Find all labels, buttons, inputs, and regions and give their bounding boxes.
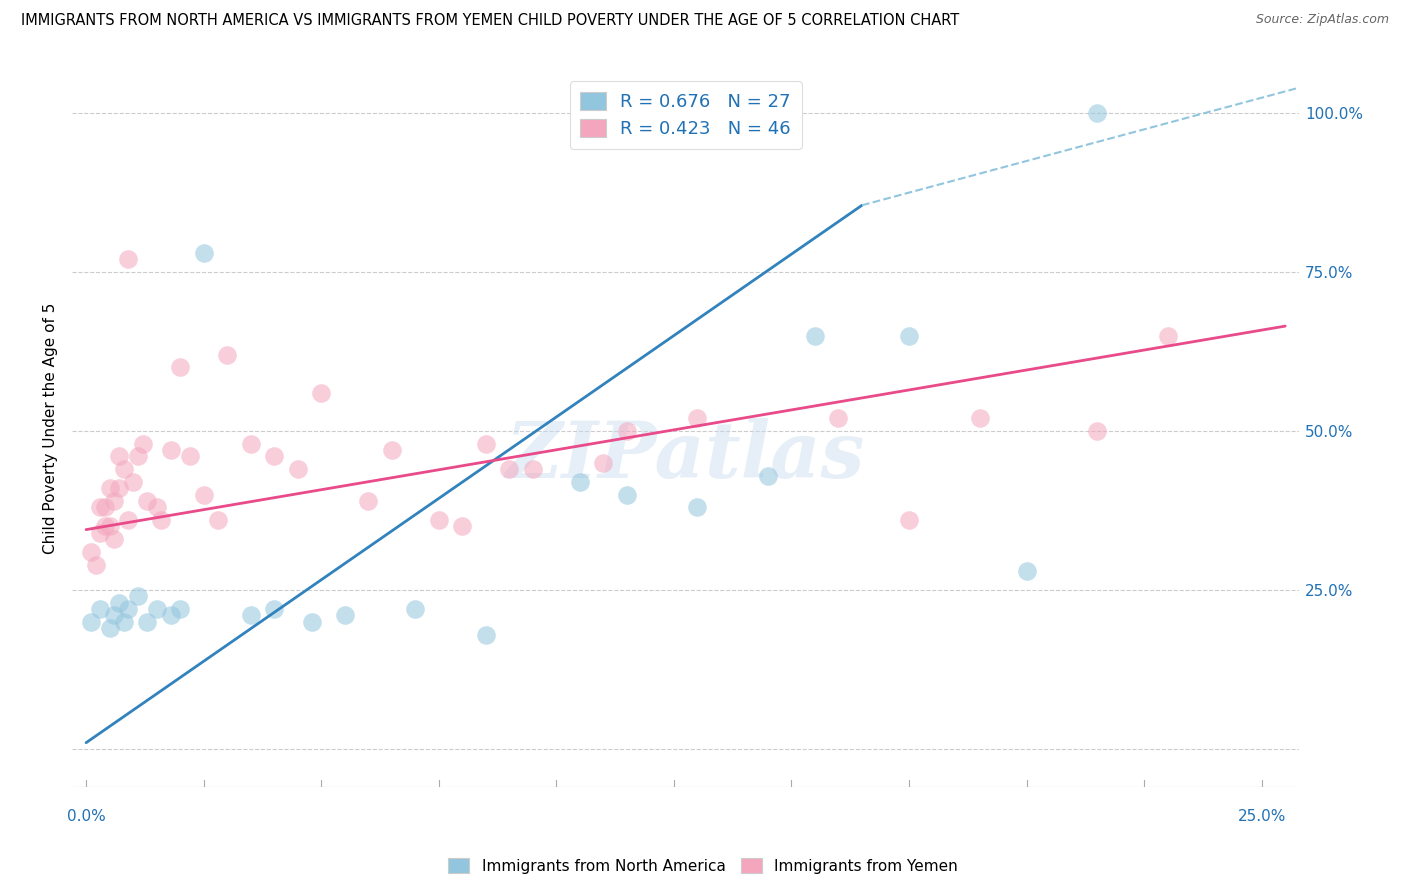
Point: [217, 348, 239, 362]
Point: [108, 450, 131, 464]
Point: [179, 450, 201, 464]
Point: [103, 532, 125, 546]
Point: [287, 462, 309, 476]
Point: [686, 411, 709, 425]
Point: [522, 462, 544, 476]
Point: [89, 525, 111, 540]
Y-axis label: Child Poverty Under the Age of 5: Child Poverty Under the Age of 5: [44, 302, 58, 554]
Point: [169, 360, 191, 375]
Point: [804, 328, 827, 343]
Point: [94, 500, 117, 515]
Legend: Immigrants from North America, Immigrants from Yemen: Immigrants from North America, Immigrant…: [441, 852, 965, 880]
Point: [117, 252, 139, 267]
Point: [127, 450, 149, 464]
Point: [112, 462, 135, 476]
Point: [498, 462, 520, 476]
Point: [756, 468, 779, 483]
Point: [309, 385, 332, 400]
Point: [1015, 564, 1038, 578]
Point: [381, 443, 404, 458]
Point: [136, 615, 159, 629]
Point: [404, 602, 426, 616]
Point: [150, 513, 173, 527]
Point: [98, 621, 121, 635]
Point: [117, 513, 139, 527]
Point: [89, 500, 111, 515]
Point: [89, 602, 111, 616]
Text: IMMIGRANTS FROM NORTH AMERICA VS IMMIGRANTS FROM YEMEN CHILD POVERTY UNDER THE A: IMMIGRANTS FROM NORTH AMERICA VS IMMIGRA…: [21, 13, 959, 29]
Point: [127, 590, 149, 604]
Point: [263, 450, 285, 464]
Point: [169, 602, 191, 616]
Point: [898, 328, 921, 343]
Point: [112, 615, 135, 629]
Point: [108, 596, 131, 610]
Point: [592, 456, 614, 470]
Text: 0.0%: 0.0%: [66, 809, 105, 824]
Point: [239, 436, 262, 450]
Point: [1156, 328, 1178, 343]
Point: [98, 481, 121, 495]
Point: [117, 602, 139, 616]
Point: [94, 519, 117, 533]
Point: [159, 608, 181, 623]
Point: [98, 519, 121, 533]
Point: [108, 481, 131, 495]
Point: [122, 475, 145, 489]
Point: [451, 519, 474, 533]
Point: [301, 615, 323, 629]
Text: Source: ZipAtlas.com: Source: ZipAtlas.com: [1256, 13, 1389, 27]
Point: [568, 475, 591, 489]
Point: [263, 602, 285, 616]
Point: [616, 424, 638, 438]
Point: [686, 500, 709, 515]
Point: [103, 494, 125, 508]
Point: [1085, 424, 1108, 438]
Point: [136, 494, 159, 508]
Point: [80, 545, 103, 559]
Point: [84, 558, 107, 572]
Point: [357, 494, 380, 508]
Point: [616, 488, 638, 502]
Point: [131, 436, 153, 450]
Text: ZIPatlas: ZIPatlas: [506, 418, 865, 495]
Point: [969, 411, 991, 425]
Point: [193, 488, 215, 502]
Point: [239, 608, 262, 623]
Point: [475, 436, 498, 450]
Point: [827, 411, 849, 425]
Legend: R = 0.676   N = 27, R = 0.423   N = 46: R = 0.676 N = 27, R = 0.423 N = 46: [569, 81, 801, 149]
Point: [1085, 106, 1108, 120]
Point: [207, 513, 229, 527]
Point: [80, 615, 103, 629]
Point: [145, 602, 167, 616]
Point: [103, 608, 125, 623]
Text: 25.0%: 25.0%: [1237, 809, 1286, 824]
Point: [427, 513, 450, 527]
Point: [898, 513, 921, 527]
Point: [193, 246, 215, 260]
Point: [159, 443, 181, 458]
Point: [145, 500, 167, 515]
Point: [333, 608, 356, 623]
Point: [475, 627, 498, 641]
